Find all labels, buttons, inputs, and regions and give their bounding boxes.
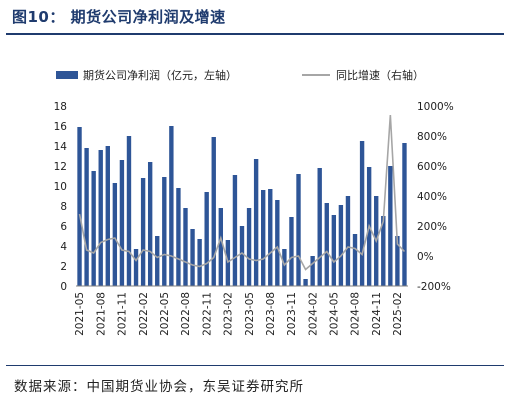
bar-2022-03: [147, 162, 153, 286]
x-tick-label: 2021-08: [95, 292, 107, 336]
bar-2023-07: [261, 190, 266, 286]
bar-2024-08: [352, 234, 358, 286]
legend-item-growth: 同比增速（右轴）: [302, 66, 424, 84]
bar-2024-12: [381, 216, 386, 286]
legend-item-profit: 期货公司净利润（亿元，左轴）: [56, 66, 237, 84]
title-divider: [6, 33, 504, 35]
x-tick-label: 2024-08: [350, 292, 362, 336]
right-tick-label: 400%: [417, 191, 447, 203]
x-tick-label: 2024-11: [371, 292, 383, 336]
figure-title: 图10： 期货公司净利润及增速: [12, 8, 226, 26]
bar-2022-11: [204, 192, 209, 286]
x-axis-ticks: 2021-05 2021-08 2021-11 2022-02 2022-05 2022-…: [74, 292, 404, 336]
bar-2025-02: [395, 236, 400, 286]
bar-2023-08: [268, 189, 273, 286]
right-tick-label: -200%: [417, 281, 451, 293]
bar-2024-04: [324, 203, 329, 286]
bar-2024-05: [331, 215, 337, 286]
left-tick-label: 0: [60, 281, 67, 293]
bar-2021-10: [112, 183, 118, 286]
bar-2025-03: [402, 143, 407, 286]
bar-2021-05: [77, 127, 82, 286]
legend-label-growth: 同比增速（右轴）: [336, 69, 424, 82]
left-tick-label: 8: [60, 201, 67, 213]
bar-series: [77, 126, 407, 286]
bar-2023-02: [225, 240, 231, 286]
x-tick-label: 2025-02: [392, 292, 404, 336]
legend-swatch-line: [302, 74, 330, 76]
x-tick-label: 2021-11: [117, 292, 129, 336]
bar-2023-06: [253, 159, 259, 286]
x-tick-label: 2023-05: [244, 292, 256, 336]
bar-2022-07: [176, 188, 181, 286]
x-tick-label: 2023-11: [286, 292, 298, 336]
bar-2021-07: [91, 171, 96, 286]
left-tick-label: 18: [54, 101, 67, 113]
bar-2023-09: [275, 200, 280, 286]
bar-2023-04: [239, 226, 245, 286]
bar-2021-08: [98, 150, 103, 286]
bar-2024-03: [317, 168, 322, 286]
bar-2024-02: [310, 256, 315, 286]
bar-2024-07: [345, 196, 351, 286]
legend-swatch-bar: [56, 71, 78, 79]
bar-2021-06: [84, 148, 89, 286]
x-tick-label: 2022-11: [201, 292, 213, 336]
bar-2022-04: [155, 236, 160, 286]
left-tick-label: 4: [60, 241, 67, 253]
x-tick-label: 2024-02: [307, 292, 319, 336]
right-tick-label: 1000%: [417, 101, 454, 113]
x-tick-label: 2024-05: [328, 292, 340, 336]
right-tick-label: 800%: [417, 131, 447, 143]
bar-2022-08: [183, 208, 188, 286]
bar-2023-10: [282, 249, 287, 286]
left-tick-label: 6: [60, 221, 67, 233]
right-tick-label: 600%: [417, 161, 447, 173]
right-tick-label: 0%: [417, 251, 434, 263]
growth-line: [78, 114, 406, 271]
bar-2021-12: [126, 136, 132, 286]
bar-2022-06: [169, 126, 174, 286]
bar-2021-11: [119, 160, 125, 286]
bar-2023-11: [289, 217, 294, 286]
x-tick-label: 2021-05: [74, 292, 86, 336]
right-axis-ticks: -200% 0% 200% 400% 600% 800% 1000%: [417, 101, 454, 293]
bar-2023-03: [232, 175, 238, 286]
bar-2021-09: [105, 146, 110, 286]
right-tick-label: 200%: [417, 221, 447, 233]
bar-2022-10: [197, 239, 202, 286]
bar-2022-09: [190, 229, 195, 286]
bar-2023-05: [246, 208, 252, 286]
x-tick-label: 2022-08: [180, 292, 192, 336]
x-tick-label: 2023-08: [265, 292, 277, 336]
bar-2022-12: [211, 137, 216, 286]
left-tick-label: 14: [54, 141, 68, 153]
bar-2024-01: [303, 279, 308, 286]
bar-2022-01: [133, 249, 139, 286]
bar-2023-01: [218, 208, 223, 286]
left-axis-ticks: 0 2 4 6 8 10 12 14 16 18: [54, 101, 68, 293]
left-tick-label: 16: [54, 121, 68, 133]
x-tick-label: 2022-02: [138, 292, 150, 336]
bar-2023-12: [296, 174, 301, 286]
source-divider: [6, 365, 504, 366]
figure-header: 图10： 期货公司净利润及增速: [0, 0, 510, 35]
left-tick-label: 2: [60, 261, 67, 273]
legend-label-profit: 期货公司净利润（亿元，左轴）: [83, 69, 237, 82]
bar-2024-09: [359, 141, 365, 286]
bar-2022-02: [140, 178, 146, 286]
bar-2025-01: [388, 166, 393, 286]
x-tick-label: 2022-05: [159, 292, 171, 336]
x-tick-label: 2023-02: [223, 292, 235, 336]
bar-2024-06: [338, 205, 344, 286]
source-note: 数据来源：中国期货业协会，东吴证券研究所: [14, 379, 304, 395]
left-tick-label: 12: [54, 161, 67, 173]
left-tick-label: 10: [54, 181, 67, 193]
bar-2022-05: [162, 177, 167, 286]
